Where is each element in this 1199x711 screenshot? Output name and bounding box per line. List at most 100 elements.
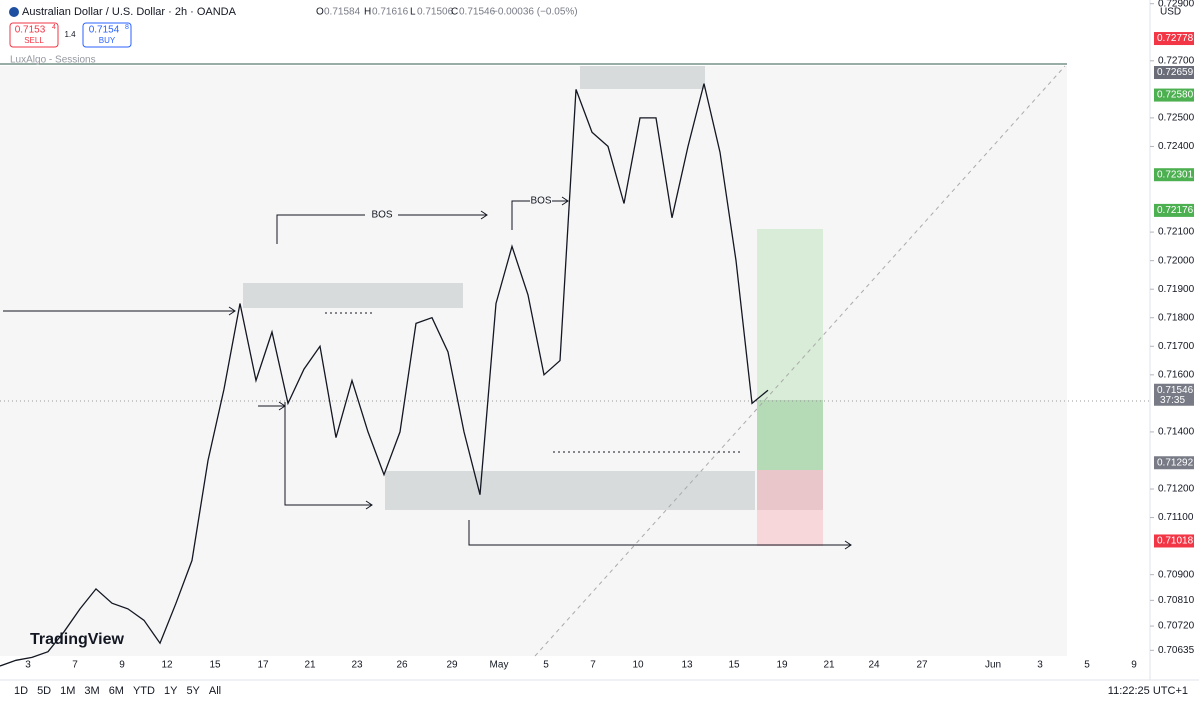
- price-label: 0.71546: [1157, 385, 1194, 396]
- y-tick-label: 0.72900: [1158, 0, 1195, 9]
- x-tick-label: Jun: [985, 660, 1001, 671]
- x-tick-label: 15: [209, 660, 221, 671]
- buy-button[interactable]: [82, 22, 132, 48]
- x-tick-label: 10: [632, 660, 644, 671]
- symbol: Australian Dollar / U.S. Dollar · 2h · O…: [22, 6, 237, 18]
- clock: 11:22:25 UTC+1: [1108, 685, 1188, 697]
- price-label-bg: [1154, 456, 1194, 470]
- y-tick-label: 0.70720: [1158, 621, 1195, 632]
- drawings: [3, 196, 852, 550]
- y-tick-label: 0.72100: [1158, 227, 1195, 238]
- buy-label: BUY: [99, 36, 116, 45]
- range-button[interactable]: YTD: [133, 685, 155, 697]
- range-button[interactable]: All: [209, 685, 221, 697]
- change: −0.00036 (−0.05%): [492, 7, 578, 18]
- ohlc-label: L: [410, 7, 416, 18]
- annotation: BOS: [530, 196, 551, 207]
- y-tick-label: 0.72700: [1158, 55, 1195, 66]
- ohlc: 0.71506: [417, 7, 454, 18]
- price-label: 0.72176: [1157, 205, 1194, 216]
- x-tick-label: 26: [396, 660, 408, 671]
- flag: [9, 7, 19, 17]
- indicator: LuxAlgo - Sessions: [10, 55, 96, 66]
- x-tick-label: 9: [1131, 660, 1137, 671]
- x-tick-label: 21: [823, 660, 835, 671]
- x-tick-label: 29: [446, 660, 458, 671]
- x-tick-label: 9: [119, 660, 125, 671]
- range-button[interactable]: 1D: [14, 685, 28, 697]
- x-tick-label: 7: [590, 660, 596, 671]
- x-tick-label: 5: [543, 660, 549, 671]
- zone: [243, 283, 463, 308]
- stop-zone: [757, 510, 823, 546]
- range-button[interactable]: 1M: [60, 685, 75, 697]
- range-button[interactable]: 3M: [84, 685, 99, 697]
- currency: USD: [1160, 7, 1181, 18]
- ohlc: 0.71546: [459, 7, 496, 18]
- spread: 1.4: [64, 30, 76, 39]
- y-tick-label: 0.70810: [1158, 595, 1195, 606]
- price-label: 0.71018: [1157, 536, 1194, 547]
- target-zone: [757, 400, 823, 470]
- x-tick-label: 3: [1037, 660, 1043, 671]
- price-line: [0, 83, 769, 667]
- price-label: 0.72778: [1157, 33, 1194, 44]
- y-tick-label: 0.72000: [1158, 255, 1195, 266]
- x-tick-label: 24: [868, 660, 880, 671]
- range-button[interactable]: 5Y: [186, 685, 200, 697]
- y-tick-label: 0.71800: [1158, 312, 1195, 323]
- price-label-bg: [1154, 88, 1194, 102]
- bottom-toolbar: 1D 5D 1M 3M 6M YTD 1Y 5Y All: [14, 685, 221, 697]
- x-tick-label: 13: [681, 660, 693, 671]
- ohlc-label: H: [364, 7, 371, 18]
- price-label-bg: [1154, 534, 1194, 548]
- x-tick-label: 7: [72, 660, 78, 671]
- price-label-bg: [1154, 203, 1194, 217]
- x-tick-label: 23: [351, 660, 363, 671]
- annotation: BOS: [371, 210, 392, 221]
- price-label: 0.72301: [1157, 169, 1194, 180]
- y-tick-label: 0.70635: [1158, 645, 1195, 656]
- sell-button[interactable]: [9, 22, 59, 48]
- y-tick-label: 0.71400: [1158, 427, 1195, 438]
- sell-label: SELL: [24, 36, 44, 45]
- buy-price: 0.7154: [89, 25, 120, 36]
- price-label: 0.72659: [1157, 67, 1194, 78]
- price-label: 0.72580: [1157, 90, 1194, 101]
- zone: [580, 66, 705, 89]
- x-tick-label: 12: [161, 660, 173, 671]
- y-tick-label: 0.71600: [1158, 369, 1195, 380]
- session-box: [0, 66, 1067, 656]
- zone: [385, 471, 755, 510]
- stop-zone: [757, 470, 823, 510]
- y-tick-label: 0.72500: [1158, 113, 1195, 124]
- price-label-bg: [1154, 66, 1194, 80]
- price-label: 0.71292: [1157, 457, 1194, 468]
- x-tick-label: May: [490, 660, 509, 671]
- ohlc: 0.71616: [372, 7, 409, 18]
- sell-sup: 4: [52, 24, 56, 31]
- range-button[interactable]: 1Y: [164, 685, 178, 697]
- y-tick-label: 0.71700: [1158, 341, 1195, 352]
- x-tick-label: 5: [1084, 660, 1090, 671]
- range-button[interactable]: 6M: [109, 685, 124, 697]
- x-tick-label: 17: [257, 660, 269, 671]
- y-tick-label: 0.70900: [1158, 569, 1195, 580]
- ohlc-label: C: [451, 7, 458, 18]
- y-tick-label: 0.72400: [1158, 141, 1195, 152]
- y-tick-label: 0.71100: [1158, 512, 1194, 523]
- x-tick-label: 15: [728, 660, 740, 671]
- logo: TradingView: [30, 631, 125, 648]
- countdown: 37:35: [1160, 395, 1185, 406]
- price-label-bg: [1154, 168, 1194, 182]
- target-zone: [757, 229, 823, 400]
- y-tick-label: 0.71200: [1158, 484, 1195, 495]
- range-button[interactable]: 5D: [37, 685, 51, 697]
- x-tick-label: 19: [776, 660, 788, 671]
- sell-price: 0.7153: [15, 25, 46, 36]
- x-tick-label: 21: [304, 660, 316, 671]
- price-label-bg: [1154, 32, 1194, 46]
- buy-sup: 8: [125, 24, 129, 31]
- y-tick-label: 0.71900: [1158, 284, 1195, 295]
